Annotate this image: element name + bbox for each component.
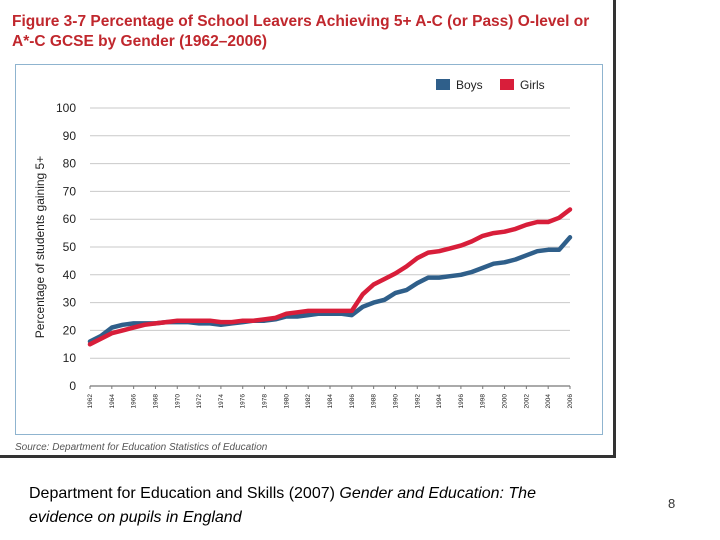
- x-tick-label: 1992: [414, 394, 421, 409]
- legend-swatch-girls: [500, 79, 514, 90]
- x-tick-label: 1982: [305, 394, 312, 409]
- x-tick-label: 1998: [480, 394, 487, 409]
- figure-right-rule: [613, 0, 616, 458]
- x-tick-label: 1988: [371, 394, 378, 409]
- x-tick-label: 1968: [152, 394, 159, 409]
- x-tick-label: 1976: [240, 394, 247, 409]
- legend-label-girls: Girls: [520, 78, 545, 92]
- y-tick-label: 10: [63, 351, 77, 365]
- series-line-girls: [87, 207, 573, 347]
- x-tick-label: 2006: [567, 394, 574, 409]
- source-note: Source: Department for Education Statist…: [15, 442, 268, 453]
- y-axis-label: Percentage of students gaining 5+: [33, 156, 47, 338]
- x-tick-label: 1984: [327, 394, 334, 409]
- chart-frame: 0 10 20 30 40 50 60 70 80 90 100 Percentage of stud…: [15, 64, 603, 435]
- x-tick-label: 2002: [523, 394, 530, 409]
- y-tick-label: 80: [63, 157, 77, 171]
- x-tick-label: 1972: [196, 394, 203, 409]
- page-number: 8: [668, 496, 676, 511]
- y-tick-label: 90: [63, 129, 77, 143]
- y-tick-label: 20: [63, 323, 77, 337]
- figure-bottom-rule: [0, 455, 616, 458]
- y-tick-label: 50: [63, 240, 77, 254]
- series-line-boys: [87, 235, 573, 344]
- x-tick-label: 1978: [262, 394, 269, 409]
- x-tick-label: 1990: [392, 394, 399, 409]
- caption-text: Department for Education and Skills (200…: [29, 485, 340, 502]
- x-tick-label: 1962: [87, 394, 94, 409]
- y-tick-label: 70: [63, 184, 77, 198]
- y-tick-label: 60: [63, 212, 77, 226]
- x-tick-label: 2000: [502, 394, 509, 409]
- y-tick-label: 30: [63, 296, 77, 310]
- legend-label-boys: Boys: [456, 78, 483, 92]
- line-chart: 0 10 20 30 40 50 60 70 80 90 100 Percentage of stud…: [33, 78, 574, 409]
- caption-title: Gender and Education: The evidence on pu…: [29, 485, 536, 526]
- figure-title: Figure 3-7 Percentage of School Leavers …: [12, 13, 590, 50]
- x-tick-label: 1974: [218, 394, 225, 409]
- x-tick-label: 2004: [545, 394, 552, 409]
- x-tick-label: 1964: [109, 394, 116, 409]
- figure-panel: Figure 3-7 Percentage of School Leavers …: [0, 0, 616, 458]
- x-tick-label: 1966: [131, 394, 138, 409]
- x-tick-label: 1996: [458, 394, 465, 409]
- y-tick-label: 100: [56, 101, 76, 115]
- reference-caption: Department for Education and Skills (200…: [29, 482, 589, 530]
- y-tick-label: 0: [69, 379, 76, 393]
- x-tick-label: 1994: [436, 394, 443, 409]
- y-tick-label: 40: [63, 268, 77, 282]
- x-tick-label: 1980: [283, 394, 290, 409]
- x-tick-label: 1970: [174, 394, 181, 409]
- x-tick-label: 1986: [349, 394, 356, 409]
- legend-swatch-boys: [436, 79, 450, 90]
